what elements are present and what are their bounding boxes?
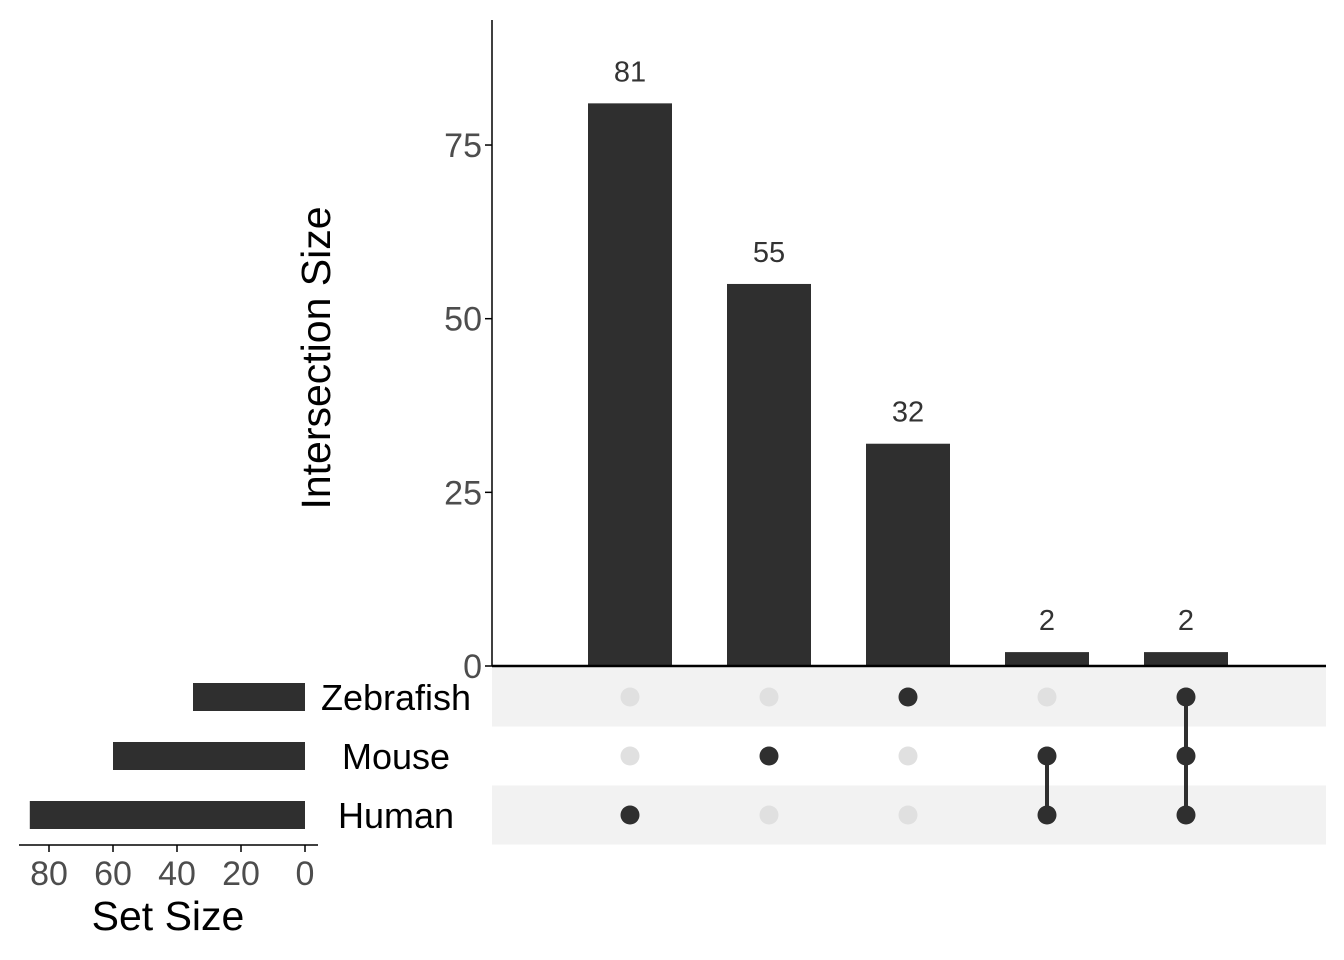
matrix-dot-active: [1176, 687, 1196, 707]
matrix-dot-inactive: [1037, 687, 1057, 707]
y-tick-label: 25: [444, 474, 482, 512]
matrix-dot-active: [1037, 805, 1057, 825]
matrix-dot-active: [620, 805, 640, 825]
set-size-tick-label: 20: [222, 855, 260, 893]
matrix-dot-inactive: [620, 746, 640, 766]
intersection-bar-label: 55: [753, 237, 785, 269]
set-size-tick-label: 0: [296, 855, 315, 893]
set-size-tick-label: 60: [94, 855, 132, 893]
intersection-bar-label: 81: [614, 56, 646, 88]
matrix-dot-inactive: [759, 805, 779, 825]
intersection-y-axis: 0 25 50 75: [444, 20, 1326, 686]
x-axis-title: Set Size: [92, 893, 245, 939]
intersection-bar: [866, 443, 950, 666]
set-size-x-axis: 80 60 40 20 0: [19, 844, 318, 893]
set-size-tick-label: 80: [30, 855, 68, 893]
matrix-dot-active: [1176, 746, 1196, 766]
y-tick-label: 0: [463, 648, 482, 686]
matrix-dot-inactive: [759, 687, 779, 707]
matrix-dot-active: [898, 687, 918, 707]
intersection-bar: [1005, 652, 1089, 666]
intersection-bar-label: 2: [1039, 605, 1055, 637]
set-label: Zebrafish: [321, 677, 471, 718]
intersection-bar-label: 32: [892, 397, 924, 429]
matrix-dot-active: [1176, 805, 1196, 825]
intersection-bars: [588, 103, 1228, 666]
set-size-bar-zebrafish: [193, 683, 305, 711]
set-size-bar-mouse: [113, 742, 305, 770]
matrix-dot-inactive: [898, 746, 918, 766]
y-tick-label: 75: [444, 127, 482, 165]
intersection-bar: [1144, 652, 1228, 666]
set-size-bar-human: [29, 801, 306, 829]
intersection-bar: [588, 103, 672, 666]
intersection-bar-label: 2: [1178, 605, 1194, 637]
set-size-bars: [29, 683, 306, 829]
set-size-tick-label: 40: [158, 855, 196, 893]
set-label: Human: [338, 795, 454, 836]
matrix-dot-active: [759, 746, 779, 766]
matrix-dot-active: [1037, 746, 1057, 766]
intersection-bar-labels: 81 55 32 2 2: [614, 56, 1194, 637]
set-label: Mouse: [342, 736, 450, 777]
set-labels: Zebrafish Mouse Human: [321, 677, 471, 836]
matrix-dots: [620, 687, 1196, 825]
matrix-dot-inactive: [898, 805, 918, 825]
y-axis-title: Intersection Size: [293, 206, 339, 509]
matrix-dot-inactive: [620, 687, 640, 707]
y-tick-label: 50: [444, 301, 482, 339]
intersection-bar: [727, 283, 811, 666]
